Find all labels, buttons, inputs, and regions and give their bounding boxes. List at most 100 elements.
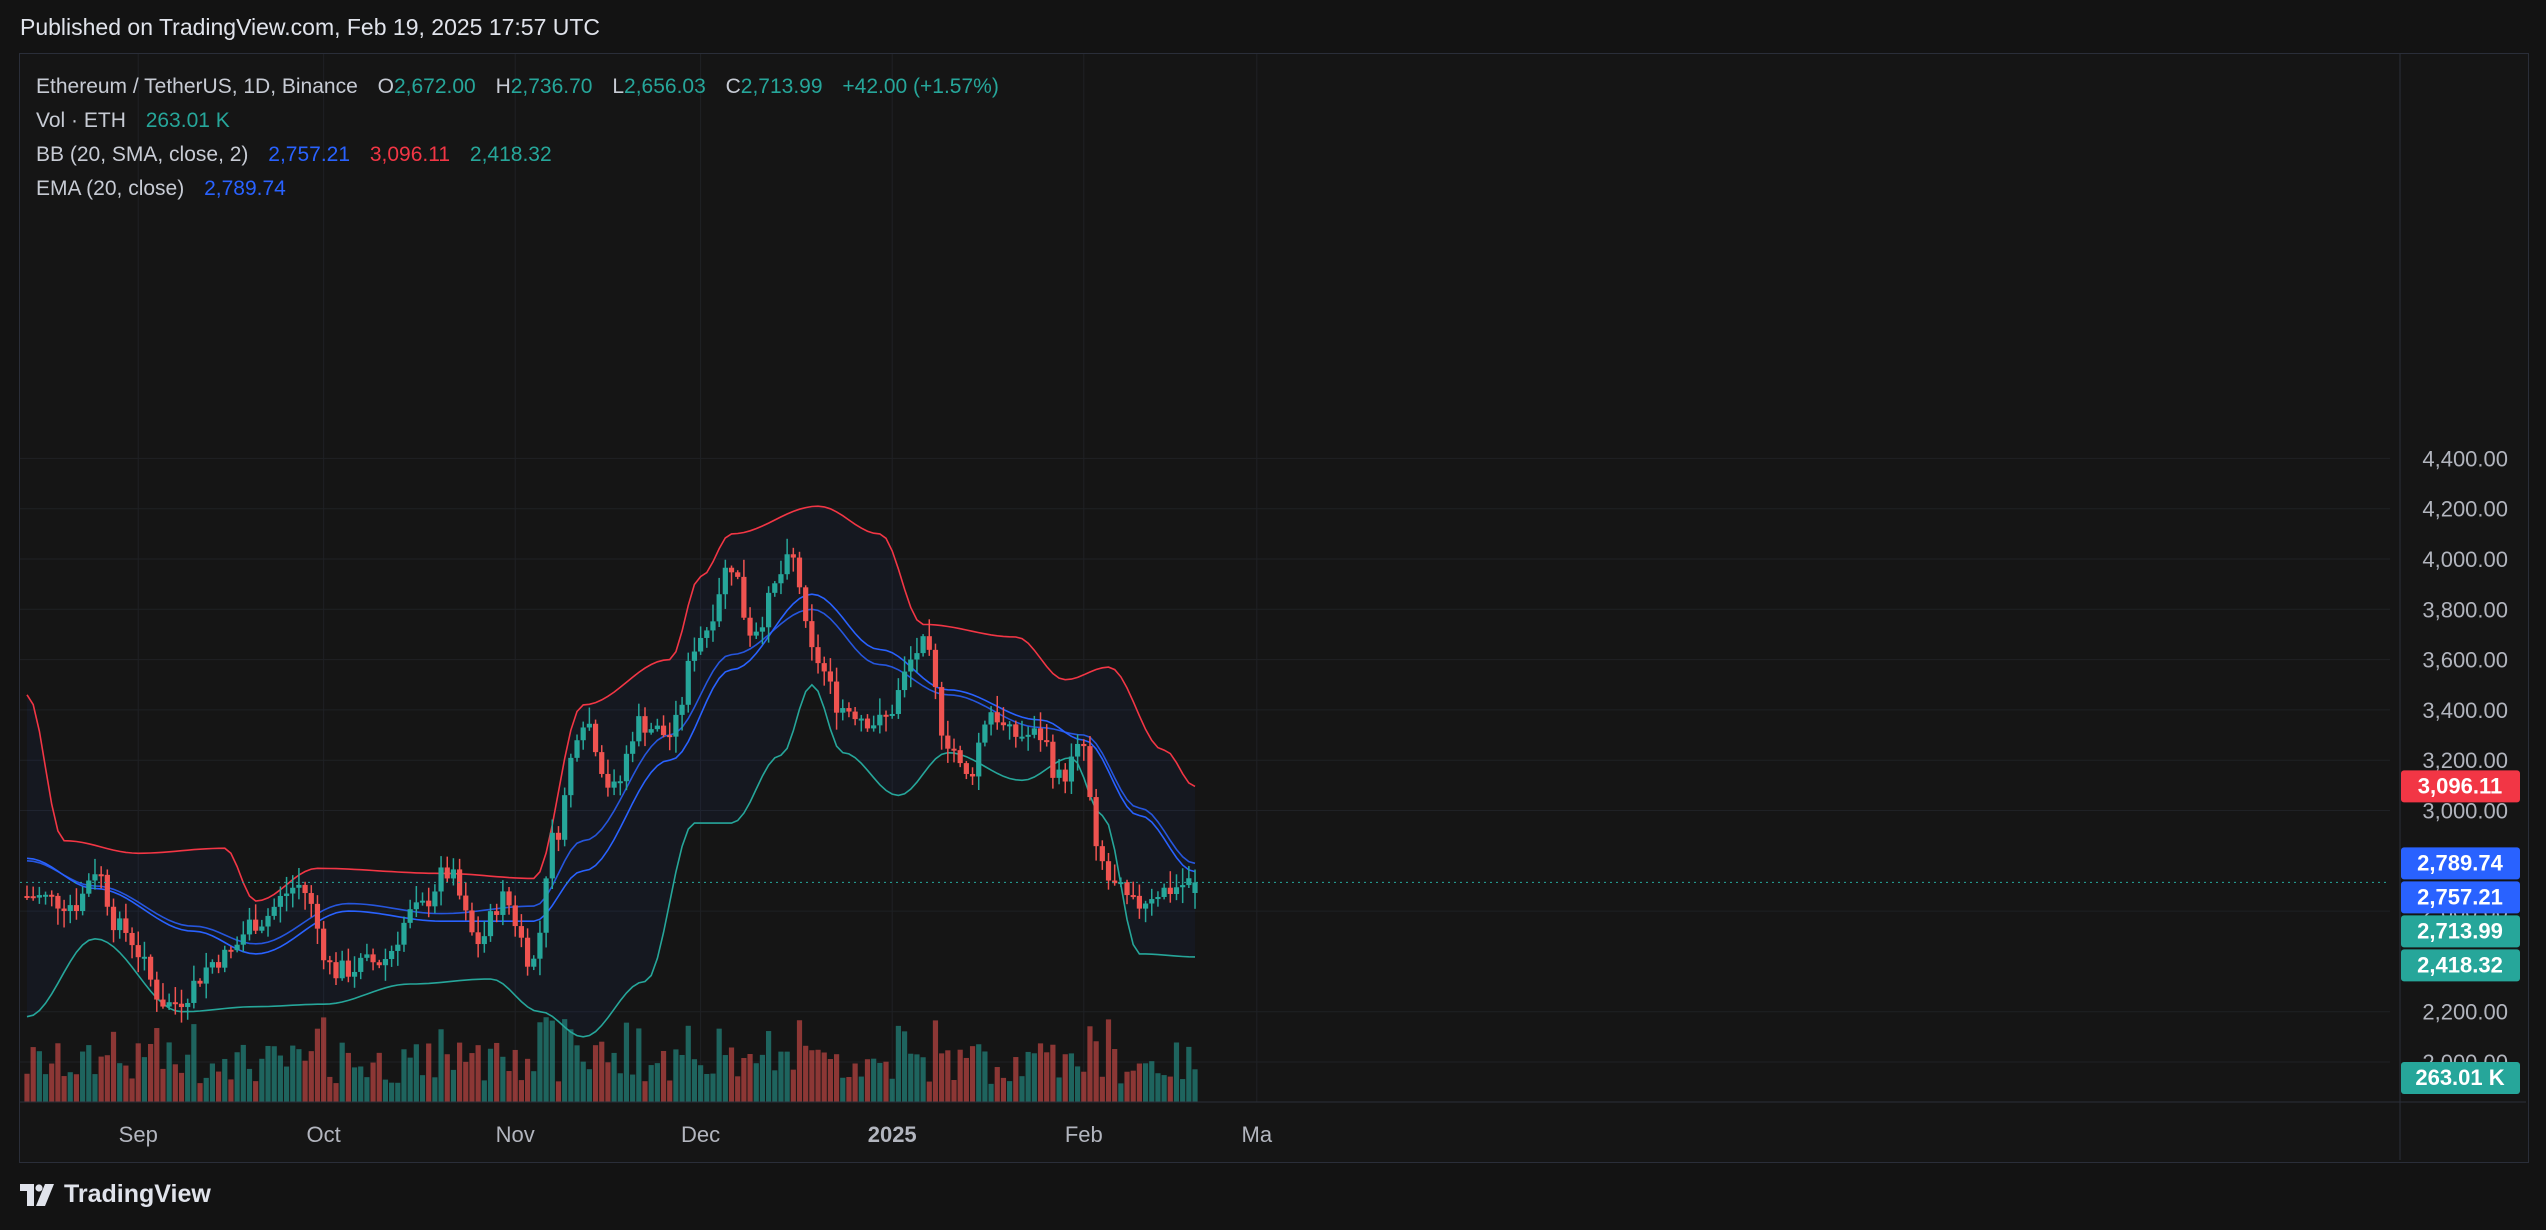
candle-body[interactable] [24,896,30,899]
candle-body[interactable] [815,647,821,664]
candle-body[interactable] [617,781,623,784]
candle-body[interactable] [722,567,728,595]
candle-body[interactable] [197,980,203,984]
candle-body[interactable] [840,708,846,713]
candle-body[interactable] [1130,895,1136,898]
candle-body[interactable] [537,932,543,959]
candle-body[interactable] [901,671,908,691]
candle-body[interactable] [932,649,939,688]
candle-body[interactable] [852,711,858,720]
candle-body[interactable] [555,832,562,840]
candle-body[interactable] [80,893,86,912]
price-tag[interactable]: 2,789.74 [2401,847,2520,880]
candle-body[interactable] [518,926,524,938]
candle-body[interactable] [796,557,803,588]
volume-tag[interactable]: 263.01 K [2401,1062,2520,1094]
candle-body[interactable] [166,1002,172,1007]
candle-body[interactable] [939,687,945,736]
candle-body[interactable] [426,900,432,907]
candle-body[interactable] [481,936,487,945]
candle-body[interactable] [1155,896,1161,900]
candle-body[interactable] [858,718,864,721]
candle-body[interactable] [265,915,271,927]
candle-body[interactable] [549,832,555,879]
candle-body[interactable] [759,627,766,632]
candle-body[interactable] [1173,887,1180,895]
tradingview-logo[interactable]: TradingView [20,1180,211,1209]
candle-body[interactable] [370,954,376,963]
candle-body[interactable] [36,895,42,898]
bb-lower-line[interactable] [26,683,1196,1038]
candle-body[interactable] [1142,903,1149,909]
candle-body[interactable] [809,621,815,648]
candle-body[interactable] [314,903,321,929]
candle-body[interactable] [1099,846,1105,862]
candle-body[interactable] [110,906,117,931]
candle-body[interactable] [450,869,457,879]
candle-body[interactable] [73,905,80,912]
candle-body[interactable] [710,621,716,631]
candle-body[interactable] [827,671,833,682]
candle-body[interactable] [667,735,673,738]
candle-body[interactable] [321,928,327,961]
candle-body[interactable] [803,587,809,622]
candle-body[interactable] [1068,756,1075,782]
candle-body[interactable] [741,576,747,618]
candle-body[interactable] [296,884,302,888]
candle-body[interactable] [185,1002,191,1008]
bb-basis-line[interactable] [26,593,1196,955]
ema-row[interactable]: EMA (20, close) 2,789.74 [36,172,999,206]
candle-body[interactable] [976,742,982,777]
candle-body[interactable] [1044,740,1050,743]
candle-body[interactable] [1186,878,1192,886]
candle-body[interactable] [92,874,98,881]
candle-body[interactable] [592,723,599,753]
candle-body[interactable] [160,999,166,1007]
indicator-legend[interactable]: Ethereum / TetherUS, 1D, Binance O2,672.… [36,70,999,206]
candle-body[interactable] [1136,895,1142,909]
candle-body[interactable] [728,567,735,573]
price-tag[interactable]: 2,757.21 [2401,881,2520,914]
candle-body[interactable] [86,880,92,894]
candle-body[interactable] [1000,722,1007,726]
candle-body[interactable] [55,895,61,909]
candle-body[interactable] [1192,882,1198,893]
candle-body[interactable] [246,919,253,935]
candle-body[interactable] [562,795,568,840]
candle-body[interactable] [1025,734,1031,737]
candle-body[interactable] [914,653,920,660]
candle-body[interactable] [846,708,852,712]
candle-body[interactable] [1019,736,1025,739]
candle-body[interactable] [883,714,889,717]
candle-body[interactable] [444,867,450,879]
candle-body[interactable] [1087,746,1093,798]
candle-body[interactable] [240,934,246,945]
candle-body[interactable] [1167,887,1173,895]
candle-body[interactable] [512,905,518,927]
chart-frame[interactable] [19,53,2529,1163]
candle-body[interactable] [1124,882,1130,896]
candle-body[interactable] [351,971,358,977]
candle-body[interactable] [463,895,469,911]
candle-body[interactable] [833,681,840,713]
candle-body[interactable] [735,572,741,577]
candle-body[interactable] [1050,741,1056,778]
candle-body[interactable] [506,891,512,906]
candle-body[interactable] [271,906,277,916]
candle-body[interactable] [401,922,407,945]
candle-body[interactable] [920,636,926,654]
candle-body[interactable] [67,905,73,912]
candle-body[interactable] [234,944,240,951]
candle-body[interactable] [895,690,901,714]
candle-body[interactable] [685,660,691,705]
candle-body[interactable] [358,957,364,972]
candle-body[interactable] [395,944,401,951]
candle-body[interactable] [753,631,759,636]
candle-body[interactable] [945,735,951,749]
candle-body[interactable] [1118,882,1124,885]
bb-row[interactable]: BB (20, SMA, close, 2) 2,757.21 3,096.11… [36,138,999,172]
candle-body[interactable] [1007,724,1013,727]
candle-body[interactable] [766,592,772,628]
candle-body[interactable] [327,960,333,963]
